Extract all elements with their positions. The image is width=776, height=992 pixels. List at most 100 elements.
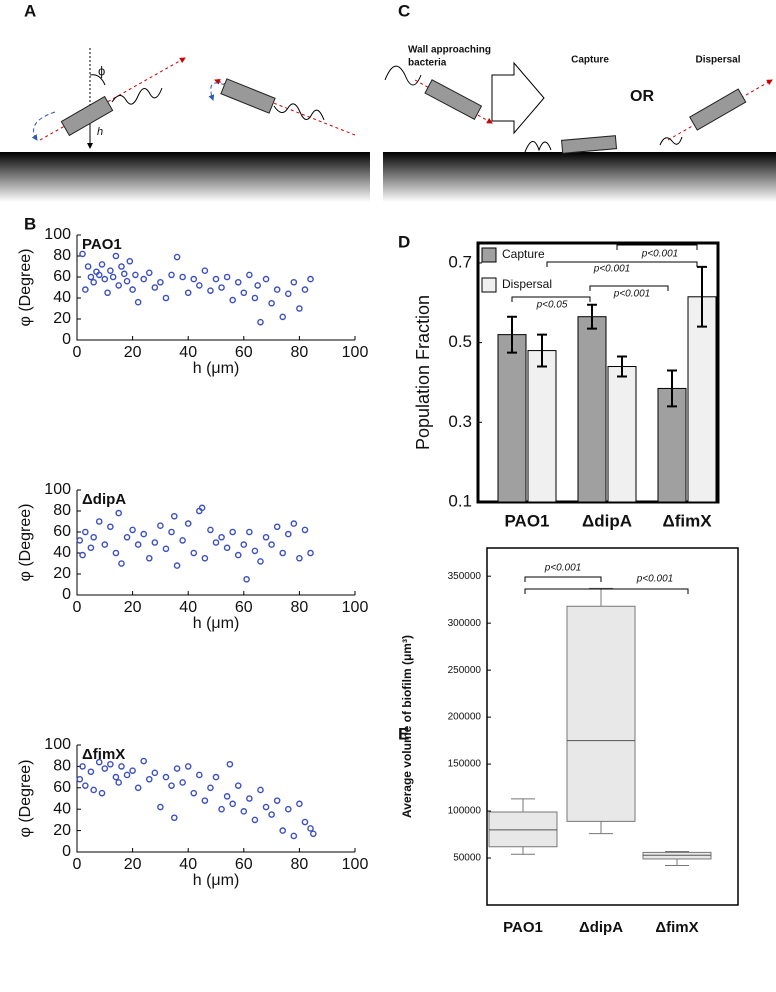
point [284, 290, 292, 298]
point [246, 795, 253, 802]
dispersal-label: Dispersal [695, 55, 740, 66]
bacterium [60, 95, 114, 137]
point [98, 261, 106, 268]
y-axis-label: φ (Degree) [17, 760, 34, 838]
direction [39, 57, 186, 141]
point [157, 522, 164, 530]
point [279, 827, 287, 834]
point [79, 250, 86, 258]
point [307, 549, 314, 557]
point [296, 305, 303, 312]
p-value: p<0.001 [544, 563, 581, 574]
point [212, 773, 220, 781]
point [162, 294, 170, 302]
point [290, 278, 298, 286]
or-label: OR [630, 88, 654, 105]
significance-bracket [589, 285, 669, 291]
point [229, 528, 236, 536]
capture-label: Capture [571, 55, 609, 66]
x-axis-label: h (μm) [193, 615, 240, 632]
error-bar [507, 315, 517, 354]
point [112, 549, 120, 557]
point [234, 782, 242, 789]
point [151, 539, 159, 546]
point [234, 551, 242, 559]
point [179, 537, 186, 544]
point [82, 528, 89, 536]
point [301, 818, 309, 826]
point [307, 825, 314, 832]
y-tick-label: 100000 [448, 806, 482, 817]
point [170, 512, 178, 520]
bar [687, 296, 717, 503]
x-tick-label: PAO1 [503, 919, 543, 936]
legend-swatch [481, 247, 497, 263]
point [84, 263, 92, 270]
flagellum [659, 136, 683, 146]
point [240, 541, 248, 548]
y-tick-label: 40 [53, 800, 71, 817]
bar [497, 334, 527, 503]
wall [383, 152, 776, 202]
approach-label: Wall approaching [408, 45, 491, 56]
arrow [491, 61, 545, 135]
bacterium [689, 88, 747, 131]
point [257, 318, 264, 326]
y-axis-label: Population Fraction [413, 295, 433, 450]
point [218, 805, 225, 813]
point [262, 275, 270, 283]
p-value: p<0.001 [636, 574, 673, 585]
point [129, 767, 136, 774]
y-tick-label: 0.5 [448, 332, 472, 351]
y-tick-label: 100 [44, 736, 71, 753]
point [223, 544, 231, 552]
point [162, 773, 170, 781]
point [279, 549, 287, 557]
point [126, 257, 134, 265]
point [184, 763, 192, 770]
point [173, 253, 181, 261]
significance-bracket [616, 244, 698, 250]
point [107, 523, 114, 531]
x-tick-label: 20 [124, 344, 142, 361]
point [134, 298, 142, 306]
point [123, 533, 131, 541]
point [115, 282, 122, 289]
point [284, 530, 292, 538]
y-tick-label: 350000 [448, 571, 482, 582]
point [184, 289, 192, 297]
point [95, 271, 103, 279]
y-tick-label: 200000 [448, 712, 482, 723]
point [184, 520, 192, 527]
x-tick-label: 0 [73, 856, 82, 873]
point [140, 275, 148, 283]
x-tick-label: 0 [73, 599, 82, 616]
point [201, 797, 209, 804]
point [218, 284, 225, 291]
point [168, 528, 175, 536]
point [201, 554, 209, 562]
y-tick-label: 0.3 [448, 412, 472, 431]
y-tick-label: 60 [53, 523, 71, 540]
x-tick-label: 40 [179, 344, 197, 361]
point [134, 541, 142, 548]
point [101, 765, 109, 772]
p-value: p<0.05 [536, 300, 568, 311]
point [157, 278, 164, 286]
y-tick-label: 40 [53, 289, 71, 306]
y-tick-label: 80 [53, 247, 71, 264]
point [226, 760, 234, 768]
bar [607, 366, 637, 503]
point [129, 286, 136, 293]
panel-label: B [24, 214, 36, 233]
point [190, 549, 198, 557]
point [279, 313, 287, 321]
point [240, 289, 248, 297]
point [118, 263, 125, 270]
x-tick-label: 100 [342, 856, 369, 873]
point [268, 299, 275, 307]
point [98, 789, 106, 797]
panel-label: C [398, 1, 410, 20]
point [95, 758, 103, 766]
